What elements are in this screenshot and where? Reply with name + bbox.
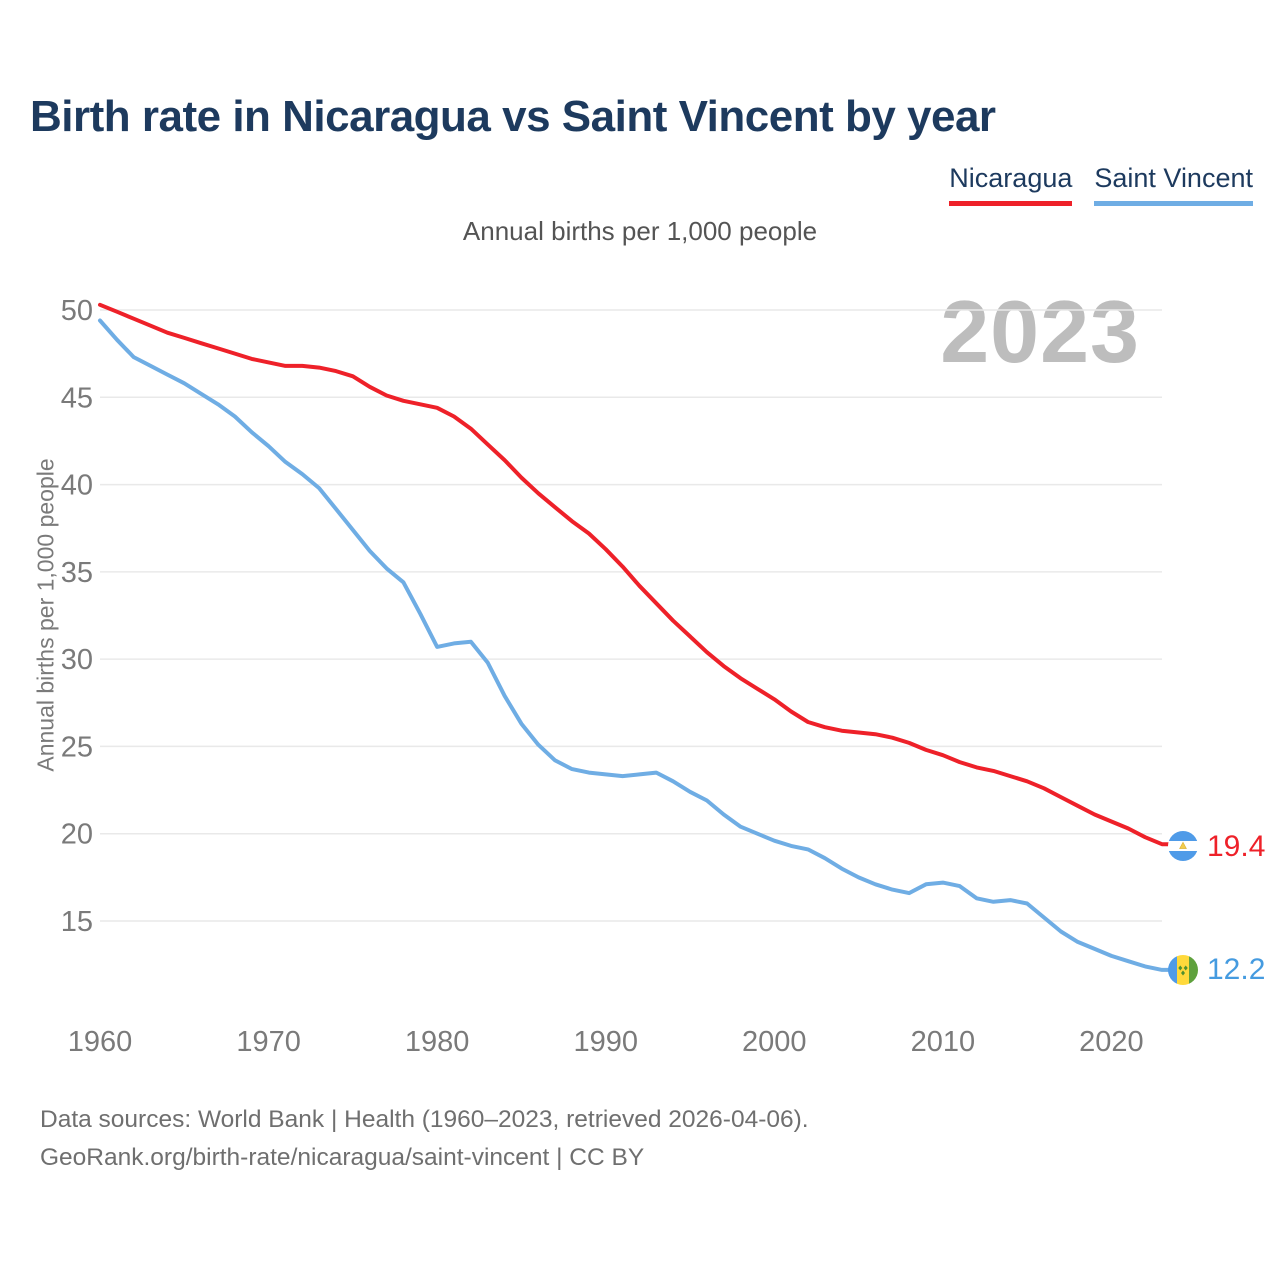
end-label-nicaragua: 19.4: [1207, 830, 1266, 863]
saint-vincent-flag-icon: [1168, 955, 1198, 985]
y-tick-20: 20: [61, 819, 93, 851]
footer-attribution-url: GeoRank.org/birth-rate/nicaragua/saint-v…: [40, 1144, 645, 1171]
y-tick-15: 15: [61, 906, 93, 938]
x-tick-1970: 1970: [236, 1026, 301, 1058]
x-tick-1980: 1980: [405, 1026, 470, 1058]
y-tick-45: 45: [61, 382, 93, 414]
y-tick-50: 50: [61, 295, 93, 327]
x-tick-1990: 1990: [573, 1026, 638, 1058]
y-tick-35: 35: [61, 557, 93, 589]
legend-label-saint-vincent: Saint Vincent: [1094, 163, 1253, 193]
y-tick-30: 30: [61, 644, 93, 676]
series-line-nicaragua: [98, 302, 1174, 847]
chart-subtitle: Annual births per 1,000 people: [462, 216, 818, 246]
watermark-year: 2023: [940, 282, 1140, 381]
y-tick-40: 40: [61, 470, 93, 502]
x-tick-2010: 2010: [911, 1026, 976, 1058]
footer-data-sources: Data sources: World Bank | Health (1960–…: [40, 1106, 809, 1133]
end-label-saint-vincent: 12.2: [1207, 953, 1266, 986]
series-line-saint-vincent: [98, 318, 1174, 972]
x-tick-2000: 2000: [742, 1026, 807, 1058]
legend: Nicaragua Saint Vincent: [949, 163, 1253, 206]
legend-label-nicaragua: Nicaragua: [949, 163, 1073, 193]
y-tick-25: 25: [61, 731, 93, 763]
legend-item-saint-vincent[interactable]: Saint Vincent: [1094, 163, 1253, 206]
x-tick-2020: 2020: [1079, 1026, 1144, 1058]
x-tick-1960: 1960: [68, 1026, 133, 1058]
legend-item-nicaragua[interactable]: Nicaragua: [949, 163, 1073, 206]
nicaragua-flag-icon: [1168, 831, 1198, 861]
page-title: Birth rate in Nicaragua vs Saint Vincent…: [30, 92, 996, 141]
